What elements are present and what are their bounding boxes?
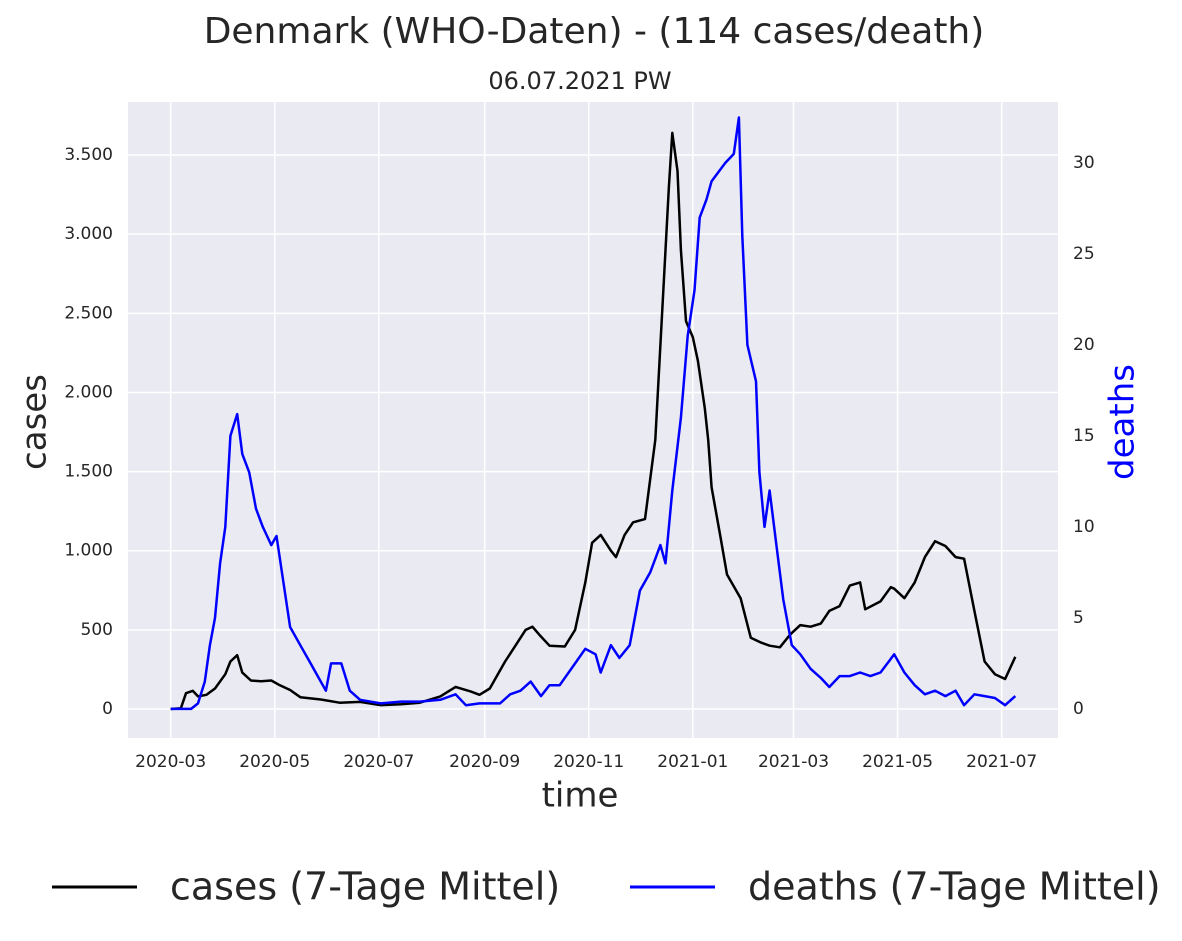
y2-tick-label: 10 <box>1073 517 1095 537</box>
x-tick-label: 2020-05 <box>239 752 310 772</box>
y-tick-label: 2.500 <box>64 303 113 323</box>
legend-label: cases (7-Tage Mittel) <box>170 865 560 909</box>
x-axis-label: time <box>542 776 619 816</box>
y-tick-label: 3.500 <box>64 145 113 165</box>
y2-tick-label: 25 <box>1073 244 1095 264</box>
x-tick-label: 2021-01 <box>657 752 728 772</box>
x-tick-label: 2020-07 <box>343 752 414 772</box>
x-tick-label: 2020-11 <box>553 752 624 772</box>
x-tick-label: 2020-03 <box>135 752 206 772</box>
plot-area <box>128 102 1058 738</box>
chart-subtitle: 06.07.2021 PW <box>488 67 671 95</box>
y2-tick-label: 0 <box>1073 699 1084 719</box>
y-tick-label: 3.000 <box>64 224 113 244</box>
y2-tick-label: 15 <box>1073 426 1095 446</box>
x-tick-label: 2021-03 <box>758 752 829 772</box>
y-tick-label: 500 <box>81 620 113 640</box>
x-tick-label: 2021-05 <box>862 752 933 772</box>
x-tick-label: 2021-07 <box>966 752 1037 772</box>
y-tick-label: 0 <box>102 699 113 719</box>
y-tick-label: 1.500 <box>64 462 113 482</box>
y-axis-label: cases <box>15 374 55 470</box>
data-line <box>170 116 1017 711</box>
y2-axis-label: deaths <box>1103 364 1143 480</box>
y-tick-label: 1.000 <box>64 541 113 561</box>
data-line <box>170 131 1017 711</box>
chart-title: Denmark (WHO-Daten) - (114 cases/death) <box>204 11 985 52</box>
y-tick-label: 2.000 <box>64 382 113 402</box>
x-tick-label: 2020-09 <box>449 752 520 772</box>
y2-tick-label: 20 <box>1073 335 1095 355</box>
y2-tick-label: 5 <box>1073 608 1084 628</box>
y2-tick-label: 30 <box>1073 153 1095 173</box>
legend-label: deaths (7-Tage Mittel) <box>748 865 1161 909</box>
